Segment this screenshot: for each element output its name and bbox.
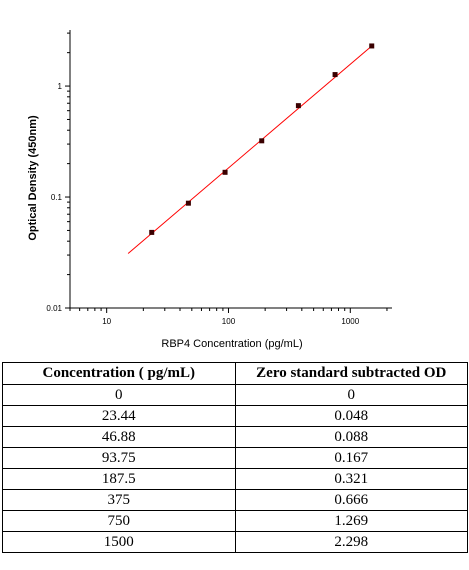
table-row: 375 0.666 [2, 489, 468, 511]
data-point [222, 169, 228, 175]
y-tick-label: 0.1 [51, 193, 63, 202]
table-cell: 0 [2, 384, 236, 406]
data-point [332, 72, 338, 78]
data-point [295, 103, 301, 109]
table-cell: 23.44 [2, 405, 236, 427]
table-cell: 1500 [2, 531, 236, 553]
table-cell: 0.088 [234, 426, 468, 448]
x-tick-label: 1000 [341, 317, 359, 326]
table-row: 1500 2.298 [2, 531, 468, 553]
table-row: 93.75 0.167 [2, 447, 468, 469]
fit-line [127, 45, 373, 254]
table-row: 187.5 0.321 [2, 468, 468, 490]
table-cell: 0.167 [234, 447, 468, 469]
table-row: 46.88 0.088 [2, 426, 468, 448]
table-cell: 375 [2, 489, 236, 511]
table-cell: 93.75 [2, 447, 236, 469]
data-point [369, 43, 375, 49]
table-cell: 0.666 [234, 489, 468, 511]
table-row: 750 1.269 [2, 510, 468, 532]
fit-line-group [127, 45, 373, 254]
axis-labels: RBP4 Concentration (pg/mL) Optical Densi… [27, 115, 303, 350]
table-cell: 0 [234, 384, 468, 406]
x-tick-label: 10 [102, 317, 111, 326]
table-header-row: Concentration ( pg/mL) Zero standard sub… [2, 362, 468, 385]
y-tick-label: 0.01 [46, 304, 62, 313]
axes: 10 100 1000 0.01 0.1 1 [46, 30, 392, 326]
table-cell: 187.5 [2, 468, 236, 490]
table-cell: 0.048 [234, 405, 468, 427]
data-point [185, 200, 191, 206]
table-cell: 1.269 [234, 510, 468, 532]
chart: 10 100 1000 0.01 0.1 1 RBP4 Concentration (pg… [27, 30, 392, 350]
y-axis-title: Optical Density (450nm) [27, 115, 39, 241]
data-table: Concentration ( pg/mL) Zero standard sub… [2, 362, 468, 553]
data-points [149, 43, 375, 235]
data-point [149, 229, 155, 235]
x-axis-title: RBP4 Concentration (pg/mL) [161, 338, 302, 350]
col-header-od: Zero standard subtracted OD [234, 362, 468, 385]
col-header-concentration: Concentration ( pg/mL) [2, 362, 236, 385]
table-cell: 750 [2, 510, 236, 532]
x-tick-label: 100 [222, 317, 236, 326]
data-point [259, 138, 265, 144]
table-cell: 46.88 [2, 426, 236, 448]
table-cell: 2.298 [234, 531, 468, 553]
table-cell: 0.321 [234, 468, 468, 490]
table-row: 23.44 0.048 [2, 405, 468, 427]
y-tick-label: 1 [58, 82, 63, 91]
